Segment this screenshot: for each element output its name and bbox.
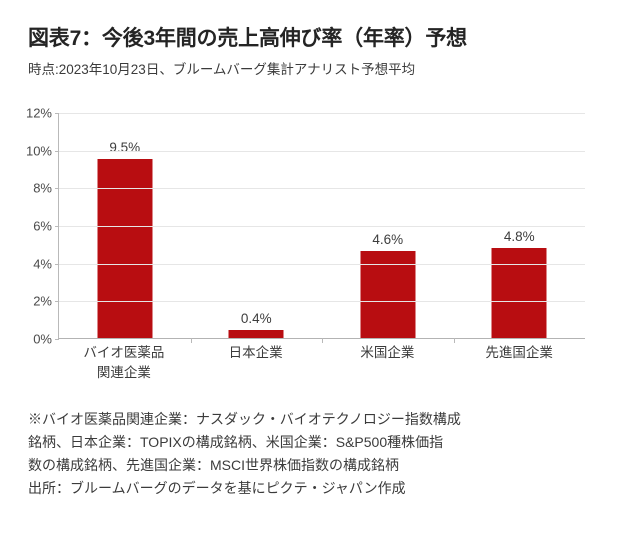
bar-value-label: 4.6% [372, 232, 404, 248]
footnotes: ※バイオ医薬品関連企業：ナスダック・バイオテクノロジー指数構成 銘柄、日本企業：T… [28, 408, 602, 500]
footnote-line: 数の構成銘柄、先進国企業：MSCI世界株価指数の構成銘柄 [28, 457, 399, 473]
y-axis-tick-label: 0% [33, 331, 52, 347]
plot-area: 9.5% 0.4% 4.6% 4.8% 0% 2% 4% 6% 8% 10% 12% [26, 106, 586, 347]
x-axis-category-label: バイオ医薬品 関連企業 [83, 345, 165, 380]
footnote-line: ※バイオ医薬品関連企業：ナスダック・バイオテクノロジー指数構成 [28, 411, 461, 427]
x-axis-category-label: 先進国企業 [485, 345, 553, 360]
y-axis-tick-label: 10% [25, 143, 52, 159]
bar-chart: 9.5% 0.4% 4.6% 4.8% 0% 2% 4% 6% 8% 10% 12% バイオ医薬品… [22, 100, 598, 396]
y-axis-tick-mark [55, 188, 59, 190]
y-axis-tick-mark [55, 339, 59, 340]
gridline [59, 226, 585, 227]
y-axis-tick-label: 2% [33, 293, 52, 309]
bar[interactable] [360, 251, 416, 338]
x-axis-labels: バイオ医薬品 関連企業 日本企業 米国企業 先進国企業 [58, 343, 585, 383]
y-axis-tick-mark [55, 301, 59, 303]
y-axis-tick-label: 4% [33, 256, 52, 272]
gridline [59, 301, 585, 303]
bar-slot: 4.6% [322, 113, 454, 343]
gridline [59, 150, 585, 152]
x-axis-category-label: 米国企業 [360, 345, 415, 360]
y-axis-tick-mark [55, 113, 59, 114]
y-axis-tick-label: 6% [33, 218, 52, 234]
bar-value-label: 4.8% [503, 228, 535, 244]
bar-slot: 0.4% [190, 113, 323, 343]
x-axis-category-label: 日本企業 [228, 345, 283, 360]
bar[interactable] [228, 330, 284, 338]
gridline [59, 188, 585, 190]
figure-title: 図表7：今後3年間の売上高伸び率（年率）予想 [28, 27, 467, 50]
bar-value-label: 0.4% [240, 311, 272, 327]
y-axis-tick-label: 12% [25, 105, 52, 121]
y-axis-tick-mark [55, 263, 59, 265]
gridline [59, 263, 585, 265]
gridline [59, 113, 585, 114]
bar-slot: 4.8% [453, 113, 586, 343]
bar[interactable] [491, 247, 547, 338]
bar-value-label: 9.5% [109, 140, 141, 156]
footnote-line: 出所：ブルームバーグのデータを基にピクテ・ジャパン作成 [28, 480, 406, 496]
y-axis-tick-mark [55, 150, 59, 152]
bar[interactable] [97, 159, 153, 338]
figure-header: 図表7：今後3年間の売上高伸び率（年率）予想 時点:2023年10月23日、ブル… [28, 22, 598, 78]
y-axis-tick-label: 8% [33, 180, 52, 196]
footnote-line: 銘柄、日本企業：TOPIXの構成銘柄、米国企業：S&P500種株価指 [28, 434, 444, 450]
y-axis-tick-mark [55, 226, 59, 227]
figure-subtitle: 時点:2023年10月23日、ブルームバーグ集計アナリスト予想平均 [28, 62, 416, 77]
